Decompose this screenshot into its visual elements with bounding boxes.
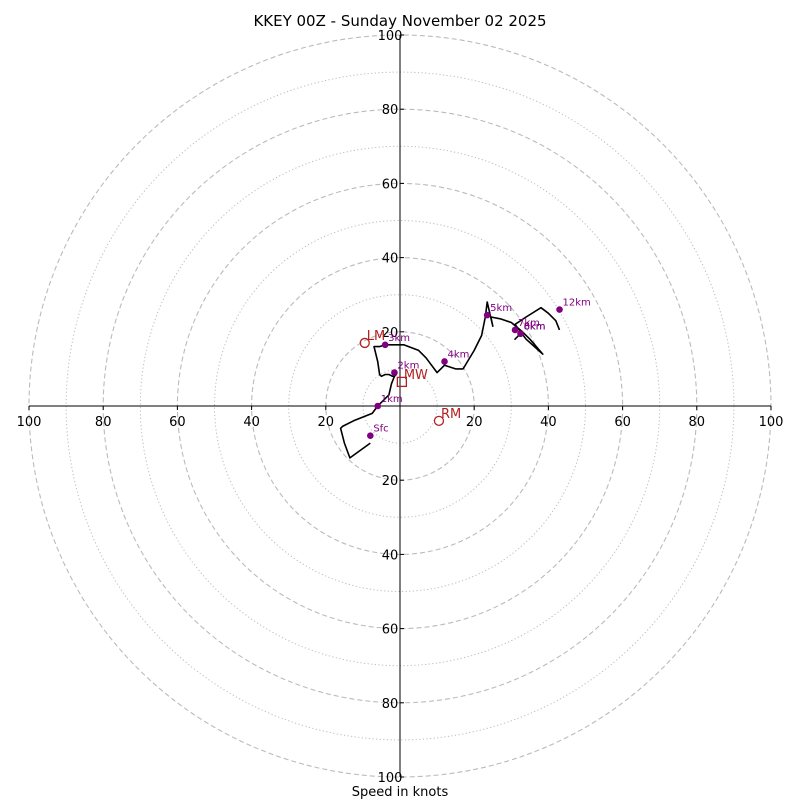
height-marker-4km — [441, 358, 448, 365]
x-tick-label: 100 — [17, 415, 42, 430]
tick-labels: 100 80 60 40 20 20 40 60 80 100 100 80 60 40 20 20 40 60 8… — [17, 29, 784, 786]
storm-motion-markers: LM MW RM — [359, 329, 461, 426]
height-marker-sfc-label: Sfc — [373, 424, 388, 435]
x-tick-label: 80 — [689, 415, 706, 430]
height-marker-7km-label: 7km — [518, 318, 540, 329]
height-marker-2km-label: 2km — [397, 361, 419, 372]
height-marker-sfc — [367, 432, 374, 439]
height-marker-7km — [511, 326, 519, 334]
y-tick-label: 60 — [382, 623, 399, 638]
motion-marker-lm — [359, 337, 370, 349]
motion-marker-lm-label: LM — [367, 329, 385, 344]
height-marker-1km-label: 1km — [381, 394, 403, 405]
height-marker-8km-label: 8km — [524, 322, 546, 333]
hodograph-trace-layer — [339, 301, 561, 459]
y-tick-label: 100 — [378, 29, 403, 44]
height-marker-3km-label: 3km — [388, 333, 410, 344]
y-tick-label: 20 — [382, 474, 399, 489]
y-tick-label: 60 — [382, 177, 399, 192]
height-marker-3km — [381, 341, 389, 349]
height-marker-1km — [374, 402, 382, 410]
height-marker-6km-label: 6km — [524, 322, 546, 333]
x-tick-label: 40 — [540, 415, 557, 430]
chart-title: KKEY 00Z - Sunday November 02 2025 — [253, 12, 546, 30]
motion-marker-rm-label: RM — [441, 407, 461, 422]
y-tick-label: 100 — [378, 771, 403, 786]
motion-marker-mw-label: MW — [404, 368, 428, 383]
y-tick-label: 40 — [382, 252, 399, 267]
x-tick-label: 60 — [614, 415, 631, 430]
height-marker-5km — [483, 311, 491, 319]
x-tick-label: 100 — [759, 415, 784, 430]
motion-marker-rm — [433, 415, 445, 426]
height-marker-4km-label: 4km — [448, 349, 470, 360]
height-marker-12km — [556, 306, 563, 313]
x-tick-label: 80 — [95, 415, 112, 430]
x-tick-label: 20 — [466, 415, 483, 430]
x-tick-label: 60 — [169, 415, 186, 430]
x-tick-label: 40 — [243, 415, 260, 430]
x-tick-label: 20 — [318, 415, 335, 430]
height-marker-12km-label: 12km — [563, 298, 591, 309]
y-tick-label: 40 — [382, 548, 399, 563]
height-marker-8km — [517, 330, 524, 337]
axes — [29, 35, 771, 777]
hodograph-trace — [339, 301, 561, 459]
y-tick-label: 80 — [382, 103, 399, 118]
y-tick-label: 80 — [382, 697, 399, 712]
motion-marker-mw — [396, 376, 408, 388]
x-axis-label: Speed in knots — [352, 785, 449, 800]
y-tick-label: 20 — [382, 326, 399, 341]
height-marker-2km — [391, 369, 398, 376]
height-marker-5km-label: 5km — [490, 303, 512, 314]
